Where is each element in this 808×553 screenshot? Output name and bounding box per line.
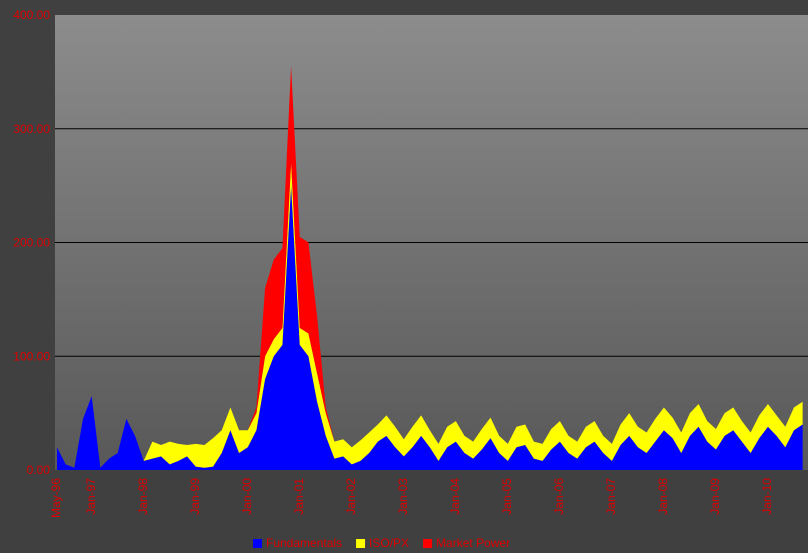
legend-swatch — [253, 539, 262, 548]
x-tick-label: Jan-02 — [344, 478, 358, 515]
y-tick-label: 300.00 — [13, 122, 50, 136]
legend-label: ISO/PX — [369, 536, 409, 550]
x-tick-label: Jan-08 — [656, 478, 670, 515]
legend-label: Market Power — [436, 536, 510, 550]
area-0 — [57, 185, 803, 470]
x-tick-label: Jan-99 — [188, 478, 202, 515]
x-tick-label: Jan-00 — [240, 478, 254, 515]
x-tick-label: Jan-01 — [292, 478, 306, 515]
y-tick-label: 400.00 — [13, 8, 50, 22]
x-tick-label: Jan-10 — [760, 478, 774, 515]
x-tick-label: Jan-04 — [448, 478, 462, 515]
x-tick-label: Jan-07 — [604, 478, 618, 515]
x-tick-label: May-96 — [49, 478, 63, 518]
x-tick-label: Jan-97 — [84, 478, 98, 515]
x-tick-label: Jan-98 — [136, 478, 150, 515]
x-tick-label: Jan-03 — [396, 478, 410, 515]
legend-swatch — [423, 539, 433, 548]
y-tick-label: 200.00 — [13, 236, 50, 250]
x-tick-label: Jan-06 — [552, 478, 566, 515]
legend-label: Fundamentals — [266, 536, 342, 550]
y-tick-label: 0.00 — [27, 463, 51, 477]
y-tick-label: 100.00 — [13, 349, 50, 363]
x-tick-label: Jan-05 — [500, 478, 514, 515]
x-tick-label: Jan-09 — [708, 478, 722, 515]
legend-swatch — [356, 539, 366, 548]
